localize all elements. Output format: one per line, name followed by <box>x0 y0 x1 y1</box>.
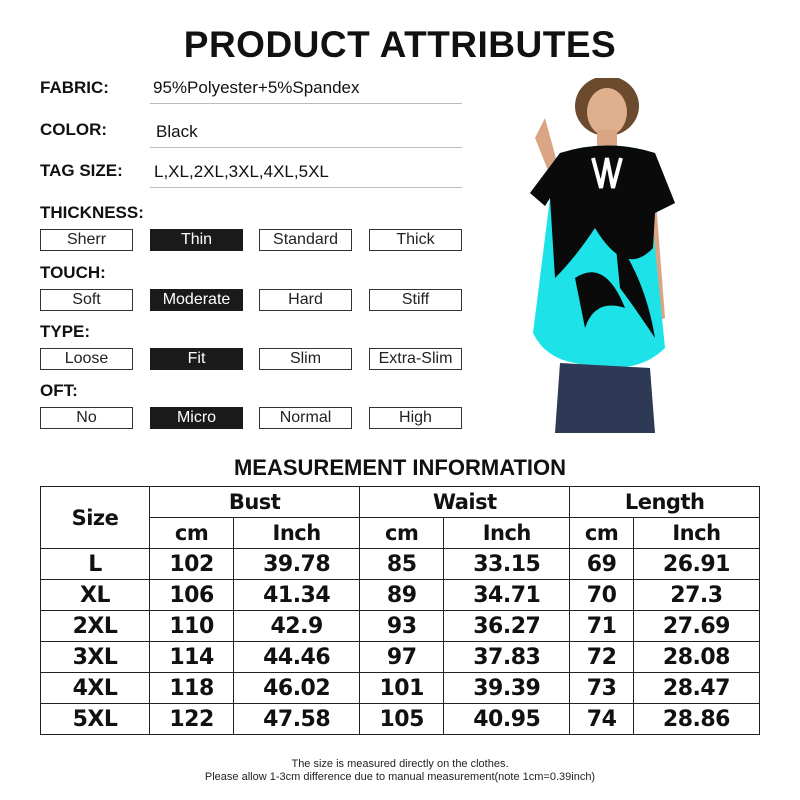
value-cell: 85 <box>359 548 445 580</box>
value-cell: 41.34 <box>233 579 361 611</box>
value-cell: 46.02 <box>233 672 361 704</box>
size-cell: 2XL <box>40 610 150 642</box>
unit-header-cm: cm <box>148 517 235 549</box>
unit-header-cm: cm <box>569 517 634 549</box>
value-cell: 37.83 <box>443 641 571 673</box>
option-hard: Hard <box>259 289 352 311</box>
fabric-value: 95%Polyester+5%Spandex <box>150 78 462 104</box>
value-cell: 39.39 <box>443 672 571 704</box>
option-micro: Micro <box>150 407 243 429</box>
value-cell: 97 <box>359 641 445 673</box>
table-row: 2XL 110 42.9 93 36.27 71 27.69 <box>40 610 761 642</box>
value-cell: 28.47 <box>632 672 761 704</box>
value-cell: 27.69 <box>632 610 761 642</box>
unit-header-cm: cm <box>359 517 445 549</box>
option-moderate: Moderate <box>150 289 243 311</box>
table-row: 3XL 114 44.46 97 37.83 72 28.08 <box>40 641 761 673</box>
option-thick: Thick <box>369 229 462 251</box>
value-cell: 110 <box>148 610 235 642</box>
option-standard: Standard <box>259 229 352 251</box>
table-row: 5XL 122 47.58 105 40.95 74 28.86 <box>40 703 761 735</box>
value-cell: 34.71 <box>443 579 571 611</box>
note-line-2: Please allow 1-3cm difference due to man… <box>204 771 596 783</box>
tag-size-value: L,XL,2XL,3XL,4XL,5XL <box>150 162 462 188</box>
option-group-label: TYPE: <box>40 322 91 341</box>
value-cell: 106 <box>148 579 235 611</box>
value-cell: 33.15 <box>443 548 571 580</box>
option-extra-slim: Extra-Slim <box>369 348 462 370</box>
value-cell: 26.91 <box>632 548 761 580</box>
value-cell: 28.08 <box>632 641 761 673</box>
option-fit: Fit <box>150 348 243 370</box>
value-cell: 70 <box>569 579 634 611</box>
color-value: Black <box>150 122 462 148</box>
value-cell: 102 <box>148 548 235 580</box>
option-high: High <box>369 407 462 429</box>
option-no: No <box>40 407 133 429</box>
value-cell: 89 <box>359 579 445 611</box>
value-cell: 73 <box>569 672 634 704</box>
value-cell: 122 <box>148 703 235 735</box>
size-chart-table: Size Bust Waist Length cm Inch cm Inch cm Inc… <box>40 486 761 735</box>
size-cell: XL <box>40 579 150 611</box>
value-cell: 114 <box>148 641 235 673</box>
table-row: 4XL 118 46.02 101 39.39 73 28.47 <box>40 672 761 704</box>
value-cell: 28.86 <box>632 703 761 735</box>
value-cell: 69 <box>569 548 634 580</box>
option-sherr: Sherr <box>40 229 133 251</box>
value-cell: 105 <box>359 703 445 735</box>
option-stiff: Stiff <box>369 289 462 311</box>
units-row: cm Inch cm Inch cm Inch <box>41 517 761 549</box>
length-header: Length <box>569 486 760 518</box>
value-cell: 39.78 <box>233 548 361 580</box>
size-cell: 5XL <box>40 703 150 735</box>
value-cell: 93 <box>359 610 445 642</box>
value-cell: 72 <box>569 641 634 673</box>
unit-header-inch: Inch <box>632 517 761 549</box>
value-cell: 118 <box>148 672 235 704</box>
option-group-label: THICKNESS: <box>40 203 144 222</box>
fabric-label: FABRIC: <box>40 78 109 97</box>
bust-header: Bust <box>148 486 361 518</box>
measurement-title: MEASUREMENT INFORMATION <box>233 455 567 480</box>
option-soft: Soft <box>40 289 133 311</box>
value-cell: 36.27 <box>443 610 571 642</box>
tag-size-label: TAG SIZE: <box>40 161 123 180</box>
value-cell: 101 <box>359 672 445 704</box>
size-cell: L <box>40 548 150 580</box>
table-row: L 102 39.78 85 33.15 69 26.91 <box>40 548 761 580</box>
option-slim: Slim <box>259 348 352 370</box>
value-cell: 42.9 <box>233 610 361 642</box>
option-loose: Loose <box>40 348 133 370</box>
value-cell: 44.46 <box>233 641 361 673</box>
size-header: Size <box>40 486 150 549</box>
option-normal: Normal <box>259 407 352 429</box>
note-line-1: The size is measured directly on the clo… <box>291 758 509 770</box>
option-thin: Thin <box>150 229 243 251</box>
page-title: PRODUCT ATTRIBUTES <box>183 24 617 65</box>
value-cell: 74 <box>569 703 634 735</box>
color-label: COLOR: <box>40 120 108 139</box>
unit-header-inch: Inch <box>233 517 361 549</box>
option-group-label: OFT: <box>40 381 78 400</box>
value-cell: 27.3 <box>632 579 761 611</box>
size-cell: 4XL <box>40 672 150 704</box>
table-row: XL 106 41.34 89 34.71 70 27.3 <box>40 579 761 611</box>
size-cell: 3XL <box>40 641 150 673</box>
waist-header: Waist <box>359 486 571 518</box>
product-photo <box>515 78 695 433</box>
value-cell: 71 <box>569 610 634 642</box>
option-group-label: TOUCH: <box>40 263 106 282</box>
value-cell: 47.58 <box>233 703 361 735</box>
unit-header-inch: Inch <box>443 517 571 549</box>
value-cell: 40.95 <box>443 703 571 735</box>
